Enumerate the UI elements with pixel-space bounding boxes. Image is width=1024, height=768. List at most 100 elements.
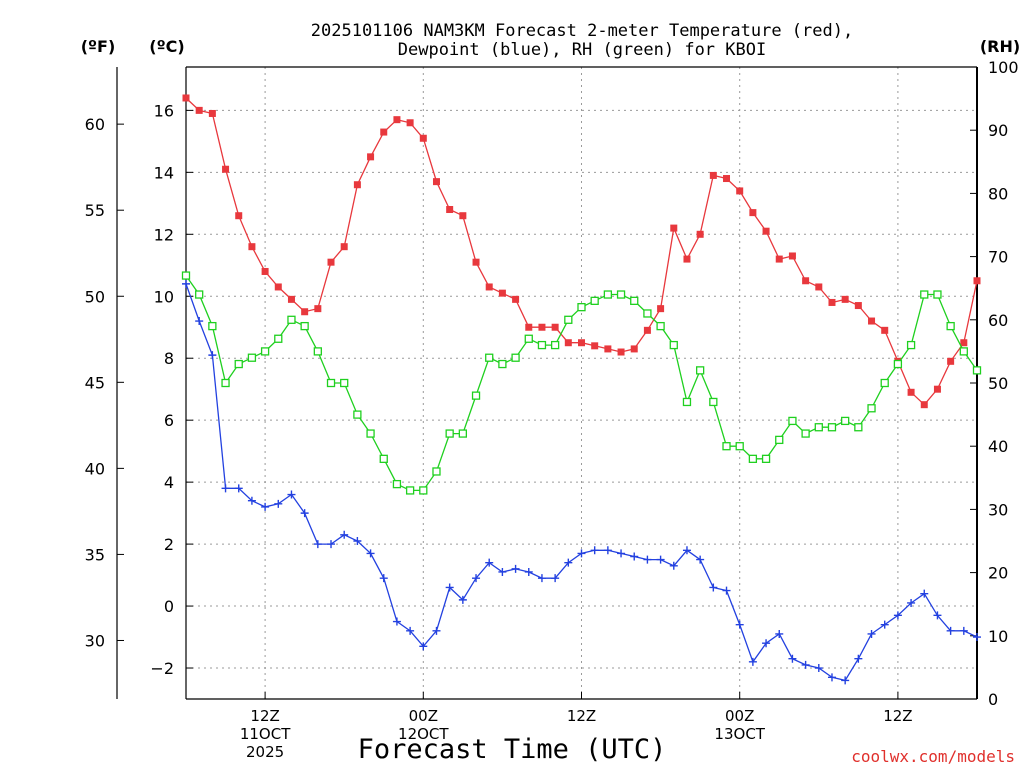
temperature-point: [723, 175, 731, 183]
dewpoint-point: [221, 484, 230, 493]
rh-point: [485, 353, 494, 362]
temperature-point: [195, 106, 203, 114]
dewpoint-point: [366, 549, 375, 558]
rh-point: [340, 378, 349, 388]
temperature-point: [564, 339, 572, 347]
temperature-point: [815, 283, 823, 291]
dewpoint-point: [682, 546, 691, 555]
rh-point: [616, 290, 626, 299]
rh-point: [630, 296, 639, 305]
rh-point: [537, 340, 547, 350]
celsius-unit-label: (ºC): [149, 37, 184, 56]
rh-tick-label: 10: [988, 627, 1008, 646]
temperature-point: [709, 171, 717, 179]
rh-tick-label: 0: [988, 690, 998, 709]
temperature-point: [248, 243, 256, 251]
rh-point: [972, 366, 982, 375]
dewpoint-point: [379, 574, 388, 583]
celsius-tick-label: 14: [154, 163, 174, 182]
rh-tick-label: 60: [988, 311, 1008, 330]
temperature-point: [235, 212, 243, 220]
rh-point: [735, 442, 744, 451]
temperature-point: [287, 295, 295, 303]
rh-point: [405, 486, 415, 495]
dewpoint-point: [603, 546, 612, 555]
dewpoint-point: [195, 317, 204, 326]
rh-point: [669, 340, 678, 350]
rh-point: [577, 303, 586, 312]
rh-tick-label: 50: [988, 374, 1008, 393]
temperature-point: [881, 326, 889, 334]
rh-point: [313, 347, 322, 356]
temperature-point: [459, 212, 467, 220]
temperature-point: [274, 283, 282, 291]
rh-tick-label: 40: [988, 437, 1008, 456]
temperature-point: [947, 357, 955, 365]
rh-point: [814, 423, 823, 432]
rh-tick-label: 90: [988, 121, 1008, 140]
dewpoint-point: [234, 484, 243, 493]
rh-point: [775, 435, 784, 445]
celsius-tick-label: 2: [164, 535, 174, 554]
dewpoint-point: [524, 567, 533, 576]
dewpoint-point: [445, 583, 454, 592]
temperature-point: [485, 283, 493, 291]
dewpoint-point: [353, 537, 362, 545]
temperature-point: [868, 317, 876, 325]
dewpoint-point: [722, 586, 731, 595]
rh-point: [590, 296, 599, 305]
dewpoint-point: [406, 626, 415, 635]
dewpoint-point: [841, 676, 850, 685]
temperature-point: [736, 187, 744, 195]
dewpoint-point: [827, 673, 836, 682]
temperature-point: [314, 305, 322, 313]
dewpoint-point: [775, 629, 784, 638]
temperature-point: [643, 326, 651, 334]
rh-tick-label: 30: [988, 500, 1008, 519]
celsius-tick-label: 6: [164, 411, 174, 430]
rh-point: [920, 290, 929, 299]
temperature-point: [630, 345, 638, 353]
temperature-point: [551, 323, 559, 331]
rh-point: [432, 467, 441, 476]
rh-tick-label: 80: [988, 184, 1008, 203]
rh-point: [274, 334, 283, 343]
rh-point: [498, 359, 507, 369]
temperature-point: [419, 134, 427, 142]
temperature-point: [775, 255, 783, 263]
rh-point: [379, 454, 388, 463]
rh-point: [353, 410, 362, 419]
rh-tick-label: 100: [988, 58, 1019, 77]
temperature-point: [762, 227, 770, 235]
rh-point: [392, 479, 402, 489]
dewpoint-point: [182, 279, 190, 288]
dewpoint-point: [300, 509, 309, 518]
dewpoint-point: [696, 555, 705, 564]
rh-point: [419, 486, 428, 495]
rh-point: [854, 423, 863, 432]
dewpoint-point: [630, 552, 639, 561]
dewpoint-point: [590, 546, 599, 555]
temperature-point: [353, 181, 361, 189]
temperature-point: [617, 348, 625, 356]
temperature-point: [657, 305, 665, 313]
temperature-point: [683, 255, 691, 263]
temperature-point: [512, 295, 520, 303]
celsius-tick-label: 10: [154, 287, 174, 306]
fahrenheit-tick-label: 50: [85, 287, 105, 306]
temperature-point: [854, 302, 862, 310]
x-tick-label: 00Z: [725, 707, 754, 725]
dewpoint-point: [577, 549, 586, 558]
rh-point: [761, 454, 771, 463]
rh-point: [709, 397, 718, 407]
temperature-point: [446, 206, 454, 214]
dewpoint-point: [867, 629, 876, 638]
rh-point: [208, 321, 217, 331]
temperature-point: [670, 224, 678, 232]
celsius-tick-label: 8: [164, 349, 174, 368]
celsius-tick-label: 12: [154, 225, 174, 244]
fahrenheit-tick-label: 45: [85, 373, 105, 392]
dewpoint-point: [419, 642, 428, 651]
rh-point: [300, 321, 309, 331]
